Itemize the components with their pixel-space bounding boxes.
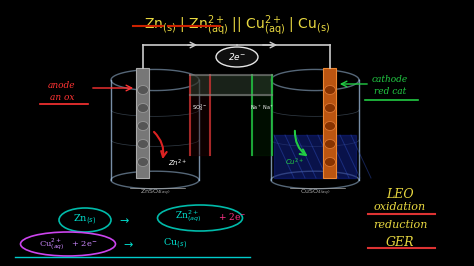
Text: CuSO$_{4(aq)}$: CuSO$_{4(aq)}$ <box>300 188 330 198</box>
Text: ZnSO$_{4(aq)}$: ZnSO$_{4(aq)}$ <box>140 188 170 198</box>
Text: GER: GER <box>386 236 414 249</box>
Text: Zn$_{(s)}$: Zn$_{(s)}$ <box>73 213 97 227</box>
Polygon shape <box>274 135 356 178</box>
Text: reduction: reduction <box>373 220 427 230</box>
Text: $\mathrm{Zn_{(s)}}$ | $\mathrm{Zn^{2+}_{(aq)}}$ || $\mathrm{Cu^{2+}_{(aq)}}$ | $: $\mathrm{Zn_{(s)}}$ | $\mathrm{Zn^{2+}_{… <box>144 14 330 39</box>
Ellipse shape <box>137 122 148 131</box>
Text: LEO: LEO <box>386 188 414 201</box>
Text: red cat: red cat <box>374 88 406 97</box>
Text: Cu$^{2+}$: Cu$^{2+}$ <box>285 156 305 168</box>
Text: cathode: cathode <box>372 76 408 85</box>
Ellipse shape <box>325 139 336 148</box>
Ellipse shape <box>137 85 148 94</box>
Bar <box>137 68 149 178</box>
Text: Cu$^{2+}_{(aq)}$: Cu$^{2+}_{(aq)}$ <box>39 236 64 252</box>
Ellipse shape <box>137 103 148 113</box>
Text: anode: anode <box>48 81 76 90</box>
Text: an ox: an ox <box>50 94 74 102</box>
Bar <box>323 68 337 178</box>
Text: $\rightarrow$: $\rightarrow$ <box>120 239 134 249</box>
Ellipse shape <box>216 47 258 67</box>
Text: oxidation: oxidation <box>374 202 426 212</box>
Text: Zn$^{2+}_{(aq)}$: Zn$^{2+}_{(aq)}$ <box>175 208 201 224</box>
Text: Zn$^{2+}$: Zn$^{2+}$ <box>168 157 187 169</box>
Ellipse shape <box>137 157 148 167</box>
Text: + 2e$^{-}$: + 2e$^{-}$ <box>218 210 246 222</box>
Text: Cu$_{(s)}$: Cu$_{(s)}$ <box>163 237 187 251</box>
Text: Na$^+$ Na$^+$: Na$^+$ Na$^+$ <box>250 103 274 113</box>
Ellipse shape <box>325 85 336 94</box>
Ellipse shape <box>325 103 336 113</box>
Text: $\rightarrow$: $\rightarrow$ <box>117 215 129 225</box>
Text: SO$_4^{2-}$: SO$_4^{2-}$ <box>192 103 208 113</box>
Ellipse shape <box>137 139 148 148</box>
Ellipse shape <box>325 122 336 131</box>
Text: + 2e$^{-}$: + 2e$^{-}$ <box>71 239 97 249</box>
Text: 2e$^{-}$: 2e$^{-}$ <box>228 52 246 63</box>
Ellipse shape <box>325 157 336 167</box>
